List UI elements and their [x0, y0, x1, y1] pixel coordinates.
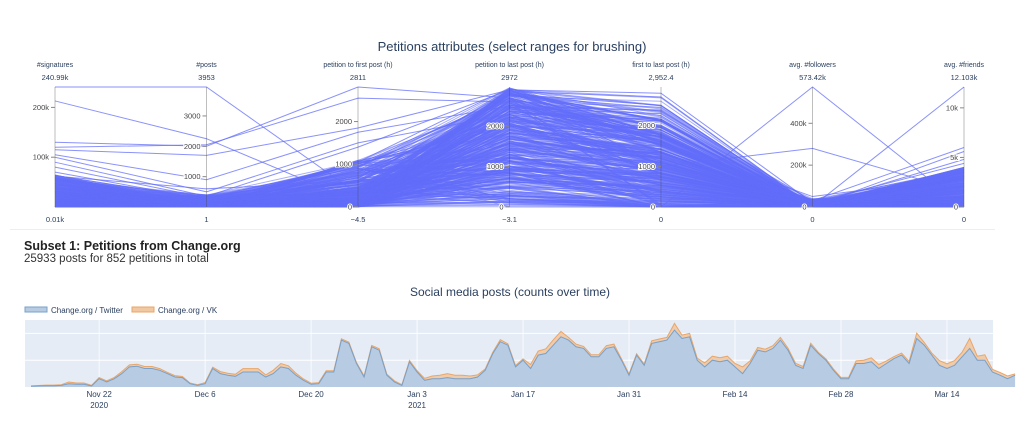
x-tick-year-label: 2021	[408, 401, 426, 410]
tick-label: 1000	[638, 162, 655, 171]
tick-label: 1000	[335, 160, 352, 169]
axis-max-label: 2,952.4	[648, 73, 673, 82]
tick-label: 400k	[790, 119, 807, 128]
polyline	[54, 89, 965, 206]
axis[interactable]: #posts 3953 1 1000 2000 3000	[183, 62, 217, 224]
tick-label: 200k	[33, 103, 50, 112]
axis-max-label: 12.103k	[951, 73, 978, 82]
posts-timeseries-chart[interactable]: Social media posts (counts over time) Cha…	[0, 280, 1024, 424]
x-tick-year-label: 2020	[90, 401, 108, 410]
tick-label: 1000	[487, 162, 504, 171]
axis[interactable]: avg. #friends 12.103k 00 5k 10k	[944, 62, 985, 224]
tick-label: 2000	[487, 122, 504, 131]
legend-swatch	[131, 306, 155, 313]
x-tick-label: Dec 6	[195, 390, 216, 399]
axis-min-label: −4.5	[351, 215, 366, 224]
axis-min-label: 1	[204, 215, 208, 224]
legend-swatch	[24, 306, 48, 313]
axis-min-label: 0	[810, 215, 814, 224]
tick-label: 0	[651, 203, 655, 212]
x-tick-label: Nov 22	[86, 390, 112, 399]
axis-min-label: −3.1	[502, 215, 517, 224]
tick-label: 0	[499, 202, 503, 211]
tick-label: 0	[954, 203, 958, 212]
subset-title: Subset 1: Petitions from Change.org	[24, 239, 241, 253]
axis-label: first to last post (h)	[632, 62, 690, 69]
legend-label: Change.org / VK	[158, 306, 218, 315]
tick-label: 5k	[950, 153, 958, 162]
axis[interactable]: petition to last post (h) 2972 −3.1 0 1000 20…	[475, 62, 544, 224]
tick-label: 0	[802, 203, 806, 212]
tick-label: 2000	[335, 117, 352, 126]
polyline	[54, 105, 965, 202]
divider	[10, 229, 995, 230]
tick-label: 100k	[33, 153, 50, 162]
x-tick-label: Mar 14	[935, 390, 960, 399]
x-tick-label: Jan 3	[407, 390, 427, 399]
x-tick-label: Jan 17	[511, 390, 536, 399]
line-twitter	[30, 329, 1016, 387]
x-tick-label: Jan 31	[617, 390, 642, 399]
axis-min-label: 0.01k	[46, 215, 65, 224]
tick-label: 200k	[790, 161, 807, 170]
legend-item[interactable]: Change.org / Twitter	[24, 306, 123, 315]
tick-label: 0	[348, 202, 352, 211]
x-tick-label: Dec 20	[298, 390, 324, 399]
axis-max-label: 2972	[501, 73, 518, 82]
legend-label: Change.org / Twitter	[51, 306, 123, 315]
chart-title: Social media posts (counts over time)	[410, 285, 610, 299]
axis-label: avg. #friends	[944, 62, 985, 69]
axis-max-label: 240.99k	[42, 73, 69, 82]
polyline	[54, 117, 965, 198]
parallel-coordinates-chart[interactable]: Petitions attributes (select ranges for …	[0, 30, 1024, 230]
tick-label: 1000	[184, 172, 201, 181]
axis[interactable]: avg. #followers 573.42k 00 200k 400k	[789, 62, 836, 224]
x-tick-label: Feb 28	[829, 390, 854, 399]
subset-description: 25933 posts for 852 petitions in total	[24, 253, 209, 265]
tick-label: 10k	[946, 103, 958, 112]
axis-min-label: 0	[962, 215, 966, 224]
axis[interactable]: #signatures 240.99k 0.01k 100k 200k	[32, 62, 74, 224]
tick-label: 3000	[184, 111, 201, 120]
tick-label: 2000	[184, 142, 201, 151]
axis-label: petition to last post (h)	[475, 62, 544, 69]
tick-label: 2000	[638, 121, 655, 130]
axis-label: #posts	[196, 62, 217, 69]
axis[interactable]: petition to first post (h) 2811 −4.5 0 1000 2…	[323, 62, 392, 224]
axis-max-label: 573.42k	[799, 73, 826, 82]
axis-label: petition to first post (h)	[323, 62, 392, 69]
chart-title: Petitions attributes (select ranges for …	[378, 39, 647, 54]
axis-label: #signatures	[37, 62, 74, 69]
axis-min-label: 0	[659, 215, 663, 224]
axis[interactable]: first to last post (h) 2,952.4 00 1000 2000	[632, 62, 690, 224]
area-twitter[interactable]	[31, 330, 1016, 387]
axis-label: avg. #followers	[789, 62, 836, 69]
legend-item[interactable]: Change.org / VK	[131, 306, 218, 315]
line-vk	[30, 322, 1016, 387]
axis-max-label: 3953	[198, 73, 215, 82]
x-tick-label: Feb 14	[723, 390, 748, 399]
polyline	[54, 97, 965, 204]
axis-max-label: 2811	[350, 73, 366, 82]
